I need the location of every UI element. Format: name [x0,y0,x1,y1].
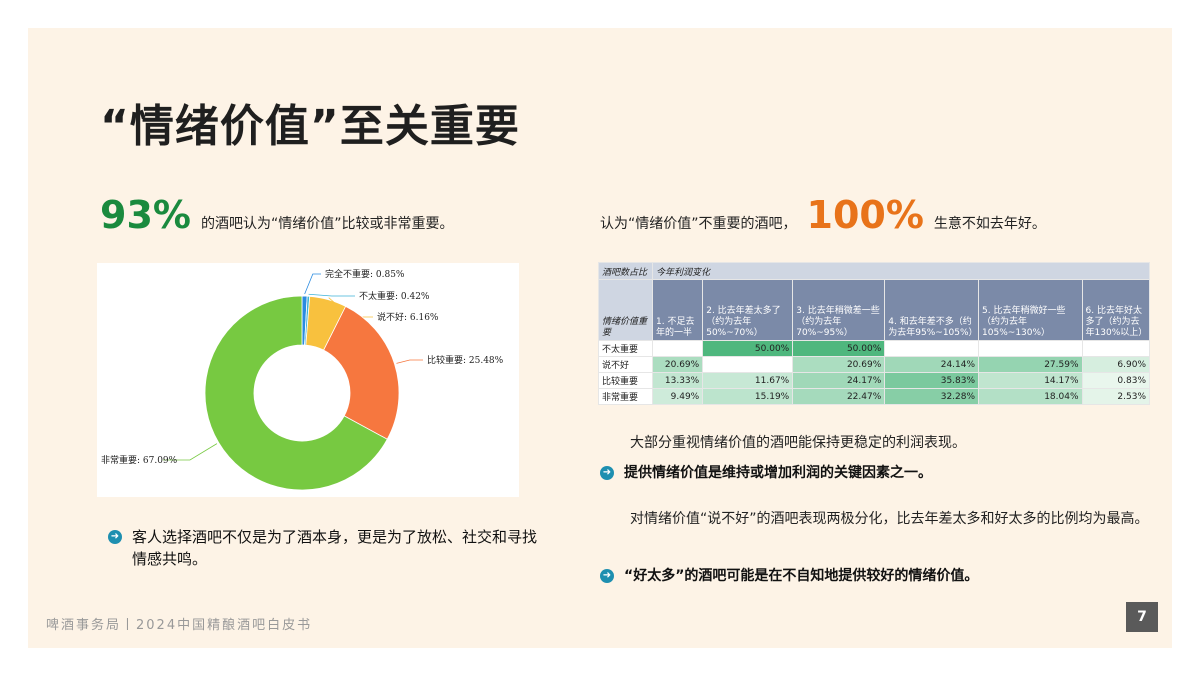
table-row: 比较重要 13.33% 11.67% 24.17% 35.83% 14.17% 0.83% [598,372,1151,389]
arrow-circle-icon: ➜ [108,530,122,544]
table-cell: 9.49% [651,388,704,405]
table-cell [978,340,1083,357]
table-cell: 24.14% [884,356,980,373]
page-title: “情绪价值”至关重要 [100,101,520,152]
right-bullet-2: ➜ “好太多”的酒吧可能是在不自知地提供较好的情绪价值。 [600,565,978,587]
left-stat: 93% 的酒吧认为“情绪价值”比较或非常重要。 [100,193,453,237]
page-number: 7 [1126,602,1158,632]
arrow-circle-icon: ➜ [600,569,614,583]
row-label: 比较重要 [598,372,653,389]
donut-chart: 完全不重要: 0.85% 不太重要: 0.42% 说不好: 6.16% 比较重要: 2… [97,263,519,497]
slice-label: 非常重要: 67.09% [101,454,178,466]
column-header: 2. 比去年差太多了（约为去年50%~70%） [702,279,794,341]
column-header: 3. 比去年稍微差一些（约为去年70%~95%） [792,279,886,341]
table-cell: 11.67% [702,372,794,389]
table-cell: 15.19% [702,388,794,405]
slice-label: 比较重要: 25.48% [427,354,504,366]
slice-3 [323,305,400,440]
column-header: 1. 不足去年的一半 [651,279,704,341]
left-bullet-text: 客人选择酒吧不仅是为了酒本身，更是为了放松、社交和寻找情感共鸣。 [132,528,538,568]
leader-line [163,443,218,461]
column-header: 4. 和去年差不多（约为去年95%~105%） [884,279,980,341]
table-row: 不太重要 50.00% 50.00% [598,340,1151,357]
right-bullet-2-text: “好太多”的酒吧可能是在不自知地提供较好的情绪价值。 [624,568,979,584]
slice-label: 不太重要: 0.42% [359,290,430,302]
table-cell: 20.69% [651,356,704,373]
corner-top: 酒吧数占比 [598,262,653,280]
row-label: 非常重要 [598,388,653,405]
table-cell: 24.17% [792,372,886,389]
left-stat-text: 的酒吧认为“情绪价值”比较或非常重要。 [200,216,454,232]
right-bullet-1-text: 提供情绪价值是维持或增加利润的关键因素之一。 [624,465,932,481]
corner-bottom: 情绪价值重要 [598,279,653,341]
table-cell: 27.59% [978,356,1083,373]
right-bullet-1: ➜ 提供情绪价值是维持或增加利润的关键因素之一。 [600,462,932,484]
right-stat-value: 100% [806,193,924,237]
leader-line [308,293,355,297]
column-header: 5. 比去年稍微好一些（约为去年105%~130%） [978,279,1083,341]
table-cell: 50.00% [702,340,794,357]
profit-table: 酒吧数占比 今年利润变化 情绪价值重要 1. 不足去年的一半 2. 比去年差太多了… [598,262,1151,405]
table-row: 非常重要 9.49% 15.19% 22.47% 32.28% 18.04% 2.53% [598,388,1151,405]
right-note-1: 大部分重视情绪价值的酒吧能保持更稳定的利润表现。 [630,435,966,451]
leader-line [304,273,321,295]
table-cell: 35.83% [884,372,980,389]
table-cell [702,356,794,373]
table-cell: 0.83% [1081,372,1151,389]
table-cell: 2.53% [1081,388,1151,405]
table-cell: 14.17% [978,372,1083,389]
table-row: 说不好 20.69% 20.69% 24.14% 27.59% 6.90% [598,356,1151,373]
table-cell: 20.69% [792,356,886,373]
table-cell: 32.28% [884,388,980,405]
right-stat: 认为“情绪价值”不重要的酒吧， 100% 生意不如去年好。 [600,193,1046,237]
slice-4 [204,295,388,491]
slice-label: 说不好: 6.16% [377,311,439,323]
arrow-circle-icon: ➜ [600,466,614,480]
table-cell [1081,340,1151,357]
column-header: 6. 比去年好太多了（约为去年130%以上） [1081,279,1151,341]
leader-line [396,359,423,364]
right-stat-suffix: 生意不如去年好。 [933,216,1046,232]
row-label: 不太重要 [598,340,653,357]
slice-label: 完全不重要: 0.85% [325,268,405,280]
right-note-2: 对情绪价值“说不好”的酒吧表现两极分化，比去年差太多和好太多的比例均为最高。 [630,511,1149,527]
row-label: 说不好 [598,356,653,373]
table-cell: 18.04% [978,388,1083,405]
right-stat-prefix: 认为“情绪价值”不重要的酒吧， [600,216,797,232]
footer: 啤酒事务局丨2024中国精酿酒吧白皮书 [46,618,313,633]
left-stat-value: 93% [100,193,191,237]
table-cell: 22.47% [792,388,886,405]
donut-chart-svg: 完全不重要: 0.85% 不太重要: 0.42% 说不好: 6.16% 比较重要: 2… [101,268,504,491]
table-cell: 50.00% [792,340,886,357]
table-cell: 6.90% [1081,356,1151,373]
slide: “情绪价值”至关重要 93% 的酒吧认为“情绪价值”比较或非常重要。 认为“情绪… [28,28,1172,648]
group-header: 今年利润变化 [652,262,1150,280]
table-cell: 13.33% [651,372,704,389]
table-cell [884,340,980,357]
table-cell [651,340,704,357]
left-bullet: ➜ 客人选择酒吧不仅是为了酒本身，更是为了放松、社交和寻找情感共鸣。 [108,526,548,570]
